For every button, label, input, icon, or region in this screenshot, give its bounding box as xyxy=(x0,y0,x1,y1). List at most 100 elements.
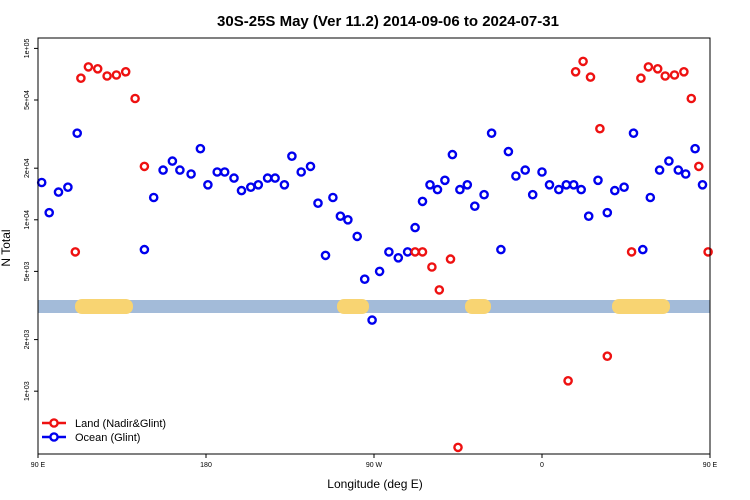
ocean-point xyxy=(576,184,587,195)
ocean-point xyxy=(593,175,603,186)
ocean-point xyxy=(262,173,273,183)
y-tick-label: 2e+03 xyxy=(24,330,31,350)
ocean-point xyxy=(352,231,363,242)
ocean-point xyxy=(568,179,579,190)
ocean-point xyxy=(279,179,290,190)
ocean-point xyxy=(503,146,514,157)
y-tick-label: 1e+03 xyxy=(24,381,31,401)
legend-ocean-label: Ocean (Glint) xyxy=(75,432,140,444)
ocean-point xyxy=(44,207,55,218)
ocean-point xyxy=(447,149,458,160)
land-point xyxy=(652,64,663,74)
ocean-point xyxy=(561,179,572,190)
x-tick-label: 180 xyxy=(200,462,212,469)
ocean-point xyxy=(72,128,82,138)
ocean-point xyxy=(175,165,185,175)
land-point xyxy=(83,62,94,72)
land-point xyxy=(585,72,596,82)
y-axis-ticks: 1e+03 2e+03 5e+03 1e+04 2e+04 5e+04 1e+05 xyxy=(24,38,38,401)
ocean-point xyxy=(384,247,394,257)
ocean-point xyxy=(245,182,256,192)
plot-frame xyxy=(37,37,711,455)
land-segment xyxy=(75,299,133,314)
x-tick-label: 90 W xyxy=(366,462,383,469)
ocean-point xyxy=(402,247,413,257)
land-point xyxy=(669,70,680,80)
ocean-point xyxy=(158,165,168,175)
x-tick-label: 90 E xyxy=(31,462,46,469)
ocean-point xyxy=(583,211,594,221)
ocean-point xyxy=(527,189,538,200)
ocean-point xyxy=(236,185,247,196)
y-tick-label: 5e+04 xyxy=(24,90,31,110)
ocean-point xyxy=(690,143,700,154)
ocean-point xyxy=(511,171,521,181)
land-point xyxy=(434,285,445,295)
land-segment xyxy=(465,299,491,314)
ocean-point xyxy=(496,244,506,255)
ocean-point xyxy=(328,192,338,203)
ocean-point xyxy=(229,173,239,183)
ocean-point xyxy=(359,274,370,285)
land-point xyxy=(703,247,713,257)
ocean-point xyxy=(544,179,555,190)
ocean-point xyxy=(313,198,323,208)
y-axis-label: N Total xyxy=(0,229,13,266)
land-point xyxy=(602,351,613,362)
land-point xyxy=(686,93,697,104)
ocean-point xyxy=(638,244,648,255)
x-axis-label: Longitude (deg E) xyxy=(327,477,422,491)
ocean-point xyxy=(425,179,435,190)
land-point xyxy=(679,67,689,77)
ocean-point xyxy=(374,266,385,277)
ocean-point xyxy=(195,143,206,154)
ocean-point xyxy=(554,184,564,195)
ocean-point xyxy=(270,173,280,183)
land-point xyxy=(410,247,420,257)
y-tick-label: 1e+05 xyxy=(24,38,31,58)
land-point xyxy=(578,56,588,67)
ocean-point xyxy=(645,192,656,203)
y-tick-label: 2e+04 xyxy=(24,158,31,178)
land-point xyxy=(76,73,86,83)
land-point xyxy=(139,161,150,172)
ocean-point xyxy=(602,207,613,218)
land-point xyxy=(626,247,637,257)
ocean-point xyxy=(440,175,450,186)
ocean-point xyxy=(139,244,150,255)
land-point xyxy=(417,247,428,257)
chart-title: 30S-25S May (Ver 11.2) 2014-09-06 to 202… xyxy=(217,13,559,30)
ocean-point xyxy=(417,196,428,207)
ocean-point xyxy=(486,128,497,138)
legend-land-marker xyxy=(49,418,59,428)
ocean-point xyxy=(219,167,230,177)
ocean-point xyxy=(479,189,489,200)
ocean-point xyxy=(393,252,404,263)
legend-land-label: Land (Nadir&Glint) xyxy=(75,418,166,430)
x-tick-label: 90 E xyxy=(703,462,718,469)
ocean-point xyxy=(680,169,691,179)
land-point xyxy=(636,73,646,83)
land-segment xyxy=(612,299,670,314)
x-axis-ticks: 90 E 180 90 W 0 90 E xyxy=(31,454,718,469)
y-tick-label: 1e+04 xyxy=(24,210,31,230)
land-point xyxy=(445,254,456,264)
ocean-point xyxy=(432,184,443,195)
ocean-point xyxy=(186,169,196,179)
land-point xyxy=(92,64,103,74)
land-point xyxy=(595,123,605,134)
ocean-point xyxy=(335,211,346,221)
land-point xyxy=(563,375,573,386)
ocean-point xyxy=(537,167,547,177)
land-mask-band xyxy=(38,299,710,314)
ocean-point xyxy=(53,187,64,197)
ocean-point xyxy=(203,179,213,190)
ocean-point xyxy=(673,165,684,175)
ocean-point xyxy=(619,182,629,192)
legend-ocean-marker xyxy=(49,432,59,442)
land-point xyxy=(660,71,671,81)
ocean-point xyxy=(654,165,665,175)
land-point xyxy=(427,262,437,272)
land-point xyxy=(120,67,131,77)
